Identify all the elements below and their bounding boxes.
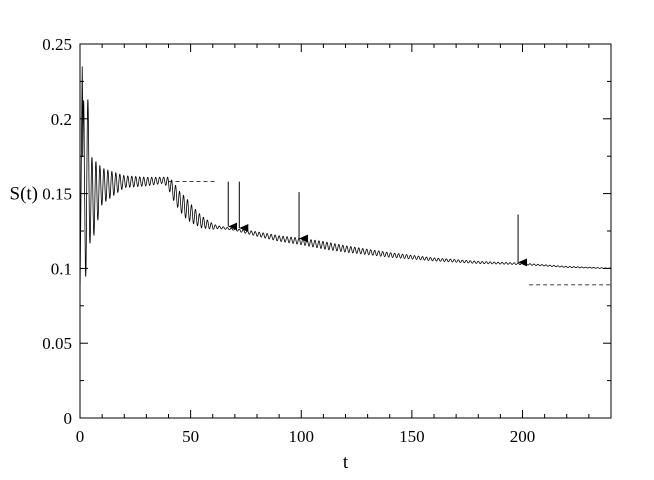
x-tick-label: 100 (289, 427, 315, 446)
x-tick-label: 200 (510, 427, 536, 446)
x-tick-label: 150 (399, 427, 425, 446)
series-line (79, 66, 612, 299)
plot-frame (79, 43, 612, 419)
reference-lines-group (168, 181, 611, 286)
x-tick-label: 0 (76, 427, 85, 446)
y-tick-label: 0.1 (51, 259, 72, 278)
x-tick-label: 50 (182, 427, 199, 446)
arrows-group (227, 181, 528, 267)
y-tick-label: 0.15 (42, 185, 72, 204)
x-axis-label: t (343, 452, 349, 473)
plot-frame-group (79, 43, 612, 419)
y-tick-label: 0.25 (42, 35, 72, 54)
y-tick-label: 0.2 (51, 110, 72, 129)
y-tick-label: 0 (64, 409, 73, 428)
y-axis-label: S(t) (10, 184, 39, 205)
y-tick-label: 0.05 (42, 334, 72, 353)
series-group (79, 66, 612, 299)
ticks-group: 0 50 100 150 200 0 0.05 0.1 0.15 0.2 0.25 (42, 35, 612, 446)
